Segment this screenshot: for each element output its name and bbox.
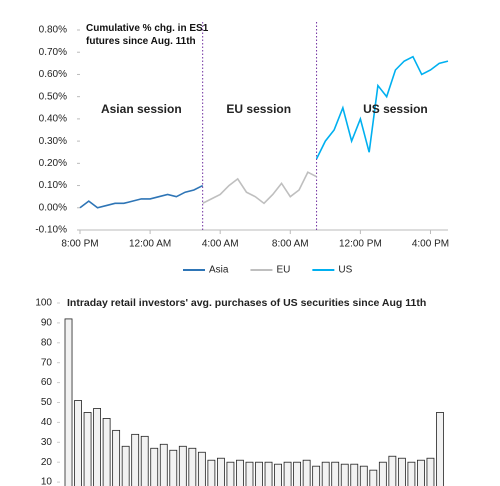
bar	[74, 400, 82, 486]
series-line	[79, 184, 204, 209]
y-tick-label: 50	[41, 397, 53, 408]
y-tick-label: 60	[41, 377, 53, 388]
legend-label: US	[338, 265, 352, 276]
x-tick-label: 12:00 PM	[339, 239, 382, 250]
x-tick-label: 4:00 PM	[412, 239, 449, 250]
bar	[188, 447, 197, 486]
y-tick-label: 40	[41, 417, 53, 428]
y-tick-label: 70	[41, 357, 53, 368]
y-tick-label: -0.10%	[35, 225, 67, 236]
bar	[417, 459, 425, 486]
y-tick-label: 90	[41, 318, 53, 329]
session-label: US session	[363, 102, 428, 116]
y-tick-label: 0.80%	[39, 25, 67, 36]
chart-title-box: Cumulative % chg. in ES1 futures since A…	[86, 23, 209, 47]
bar	[312, 465, 321, 486]
y-tick-label: 0.30%	[39, 136, 67, 147]
y-tick-label: 0.60%	[39, 69, 67, 80]
chart-title: Intraday retail investors' avg. purchase…	[67, 297, 426, 309]
bar	[302, 459, 311, 486]
y-tick-label: 10	[41, 477, 53, 486]
bar	[321, 461, 330, 486]
series-line	[202, 171, 317, 205]
y-tick-label: 100	[35, 298, 52, 309]
y-tick-label: 20	[41, 457, 53, 468]
y-tick-label: 80	[41, 337, 53, 348]
bar	[283, 461, 292, 486]
bar	[436, 412, 444, 486]
bar	[274, 463, 282, 486]
y-tick-label: 30	[41, 437, 53, 448]
y-tick-label: 0.50%	[39, 91, 67, 102]
chart-title: Cumulative % chg. in ES1 futures since A…	[86, 23, 209, 47]
bar	[64, 318, 73, 486]
bar	[207, 459, 216, 486]
bar	[255, 461, 263, 486]
bar	[264, 461, 273, 486]
bar	[407, 461, 416, 486]
bar	[236, 459, 244, 486]
y-tick-label: 0.10%	[39, 180, 67, 191]
y-tick-label: 0.70%	[39, 47, 67, 58]
bar	[112, 429, 121, 486]
legend-label: EU	[276, 265, 290, 276]
bar	[293, 461, 302, 486]
bar	[140, 435, 149, 486]
bar	[197, 451, 206, 486]
legend-label: Asia	[209, 265, 229, 276]
session-label: Asian session	[101, 102, 182, 116]
bar	[331, 461, 340, 486]
x-tick-label: 4:00 AM	[202, 239, 239, 250]
bar	[93, 408, 101, 486]
x-tick-label: 8:00 AM	[272, 239, 309, 250]
x-tick-label: 8:00 PM	[61, 239, 98, 250]
bar	[369, 469, 378, 486]
bar	[226, 461, 235, 486]
bar	[169, 449, 178, 486]
bar	[150, 447, 159, 486]
bar	[378, 461, 387, 486]
x-tick-label: 12:00 AM	[129, 239, 171, 250]
bar	[245, 461, 254, 486]
bar	[102, 418, 111, 486]
series-line	[315, 55, 449, 160]
bar	[121, 445, 130, 486]
session-label: EU session	[226, 102, 291, 116]
bar	[131, 433, 140, 486]
bar	[159, 443, 168, 486]
bar	[83, 412, 92, 486]
y-tick-label: 0.20%	[39, 158, 67, 169]
bar	[350, 463, 359, 486]
bar	[340, 463, 349, 486]
y-tick-label: 0.40%	[39, 114, 67, 125]
y-tick-label: 0.00%	[39, 202, 67, 213]
bar	[359, 465, 368, 486]
bar	[388, 455, 397, 486]
bar	[426, 457, 435, 486]
bar	[397, 457, 406, 486]
bar	[216, 457, 225, 486]
bar	[178, 445, 187, 486]
